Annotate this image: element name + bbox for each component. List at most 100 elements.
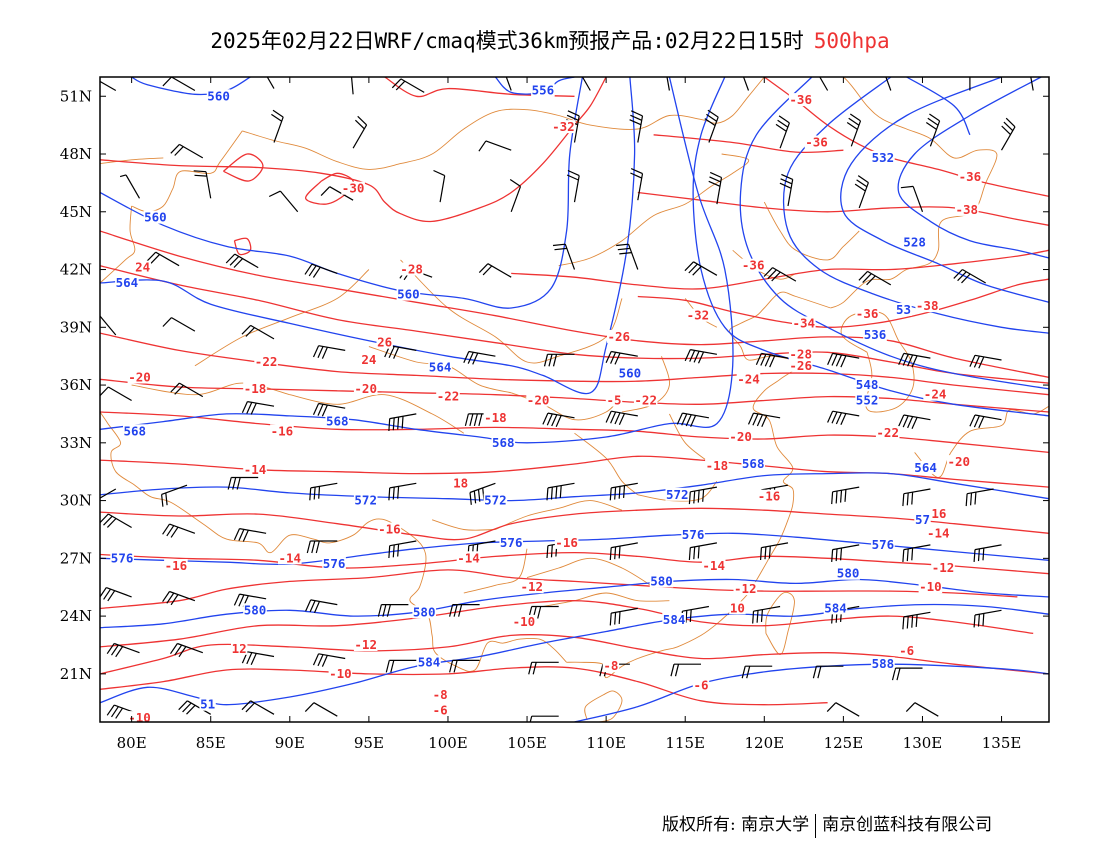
height-label-bg bbox=[871, 657, 895, 671]
wind-barb bbox=[747, 412, 781, 427]
temperature-label-bg bbox=[958, 170, 982, 184]
temperature-contour bbox=[637, 278, 1049, 328]
y-tick-label: 33N bbox=[60, 434, 92, 452]
height-label: 580 bbox=[837, 566, 860, 581]
temperature-label: 26 bbox=[377, 335, 392, 350]
temperature-label-bg bbox=[701, 559, 726, 572]
y-tick-label: 39N bbox=[60, 318, 92, 336]
height-label: 556 bbox=[532, 83, 555, 98]
temperature-label: -22 bbox=[437, 389, 460, 404]
temperature-label: -14 bbox=[457, 550, 480, 565]
wind-barb bbox=[969, 354, 1002, 369]
wind-barb bbox=[350, 77, 354, 95]
temperature-label: 12 bbox=[232, 641, 247, 656]
height-label-bg bbox=[662, 613, 686, 626]
temperature-label-bg bbox=[931, 561, 955, 574]
wind-barb bbox=[463, 350, 496, 365]
temperature-label-bg bbox=[686, 308, 710, 322]
temperature-label-bg bbox=[788, 358, 813, 372]
height-label-bg bbox=[855, 393, 879, 407]
wind-barb-layer bbox=[100, 77, 1034, 722]
wind-barb bbox=[543, 353, 575, 367]
temperature-label-bg bbox=[915, 299, 939, 313]
y-tick-label: 36N bbox=[60, 376, 92, 394]
height-label-bg bbox=[143, 210, 168, 224]
height-label-bg bbox=[649, 574, 674, 588]
wind-barb bbox=[268, 190, 299, 213]
wind-barb bbox=[902, 488, 931, 507]
wind-barb bbox=[670, 663, 701, 677]
title-main: 2025年02月22日WRF/cmaq模式36km预报产品:02月22日15时 bbox=[210, 29, 804, 53]
y-tick-label: 51N bbox=[60, 87, 92, 105]
temperature-label-bg bbox=[923, 387, 947, 401]
wind-barb bbox=[763, 267, 797, 282]
temperature-label-bg bbox=[602, 659, 620, 673]
wind-barb bbox=[1000, 117, 1016, 151]
height-label: 568 bbox=[124, 423, 147, 438]
wind-barb bbox=[891, 667, 923, 681]
height-contour bbox=[782, 77, 1049, 334]
border-line bbox=[526, 557, 654, 588]
temperature-label: -10 bbox=[513, 614, 536, 629]
wind-barb bbox=[973, 609, 1002, 628]
wind-barb bbox=[552, 243, 576, 270]
height-label: 572 bbox=[666, 487, 689, 502]
wind-barb bbox=[898, 414, 931, 429]
height-label-bg bbox=[428, 360, 452, 374]
wind-barb bbox=[100, 488, 117, 499]
wind-barb bbox=[676, 412, 710, 427]
height-label: 564 bbox=[116, 275, 139, 290]
height-label-bg bbox=[110, 551, 134, 565]
temperature-label: -36 bbox=[742, 258, 765, 273]
temperature-label: 10 bbox=[730, 600, 745, 615]
temperature-label: -14 bbox=[927, 525, 950, 540]
wind-barb bbox=[684, 261, 718, 276]
temperature-label-bg bbox=[512, 614, 536, 628]
border-line bbox=[495, 500, 623, 530]
wind-barb bbox=[616, 243, 639, 270]
temperature-label: -20 bbox=[948, 454, 971, 469]
height-label-bg bbox=[325, 414, 349, 428]
temperature-label: 24 bbox=[135, 260, 150, 275]
height-label-bg bbox=[243, 603, 267, 617]
height-label: 564 bbox=[429, 360, 452, 375]
wind-barb bbox=[609, 542, 638, 561]
x-tick-label: 115E bbox=[665, 734, 705, 752]
wind-barb bbox=[858, 270, 892, 286]
height-label-bg bbox=[531, 83, 555, 97]
temperature-label-bg bbox=[926, 526, 951, 540]
height-label-bg bbox=[322, 557, 346, 571]
height-label-bg bbox=[123, 424, 147, 438]
height-label-bg bbox=[491, 435, 516, 449]
temperature-label: -20 bbox=[729, 429, 752, 444]
height-label-bg bbox=[741, 457, 765, 470]
temperature-label-layer: -36 -32 -36 -36 -30 -38 24 -28 -36 -32 -34 -36 -38 26… bbox=[127, 92, 982, 722]
border-line bbox=[100, 205, 136, 284]
wind-barb bbox=[391, 78, 425, 93]
wind-barb bbox=[965, 488, 994, 507]
wind-barb bbox=[509, 179, 522, 213]
wind-barb bbox=[241, 401, 275, 415]
temperature-label: -14 bbox=[244, 462, 267, 477]
temperature-label-bg bbox=[164, 559, 188, 572]
y-tick-label: 24N bbox=[60, 607, 92, 625]
wind-barb bbox=[684, 349, 718, 364]
temperature-label: 24 bbox=[361, 352, 376, 367]
y-tick-label: 30N bbox=[60, 492, 92, 510]
temperature-label: -30 bbox=[342, 181, 365, 196]
wind-barb bbox=[266, 77, 275, 89]
height-contour bbox=[100, 472, 1049, 502]
height-contour bbox=[100, 77, 636, 395]
wind-barb bbox=[306, 540, 338, 554]
temperature-label-bg bbox=[605, 393, 623, 407]
axis-layer: 80E 85E 90E 95E 100E 105E 110E 115E 120E 125E 130E… bbox=[60, 77, 1049, 752]
height-contour-layer bbox=[100, 77, 1049, 722]
wind-barb bbox=[688, 542, 718, 561]
temperature-label-bg bbox=[875, 426, 900, 440]
height-label: 560 bbox=[397, 287, 420, 302]
temperature-label: -32 bbox=[687, 308, 710, 323]
temperature-label-bg bbox=[918, 580, 943, 594]
wind-barb bbox=[100, 315, 117, 336]
border-line bbox=[463, 548, 528, 594]
